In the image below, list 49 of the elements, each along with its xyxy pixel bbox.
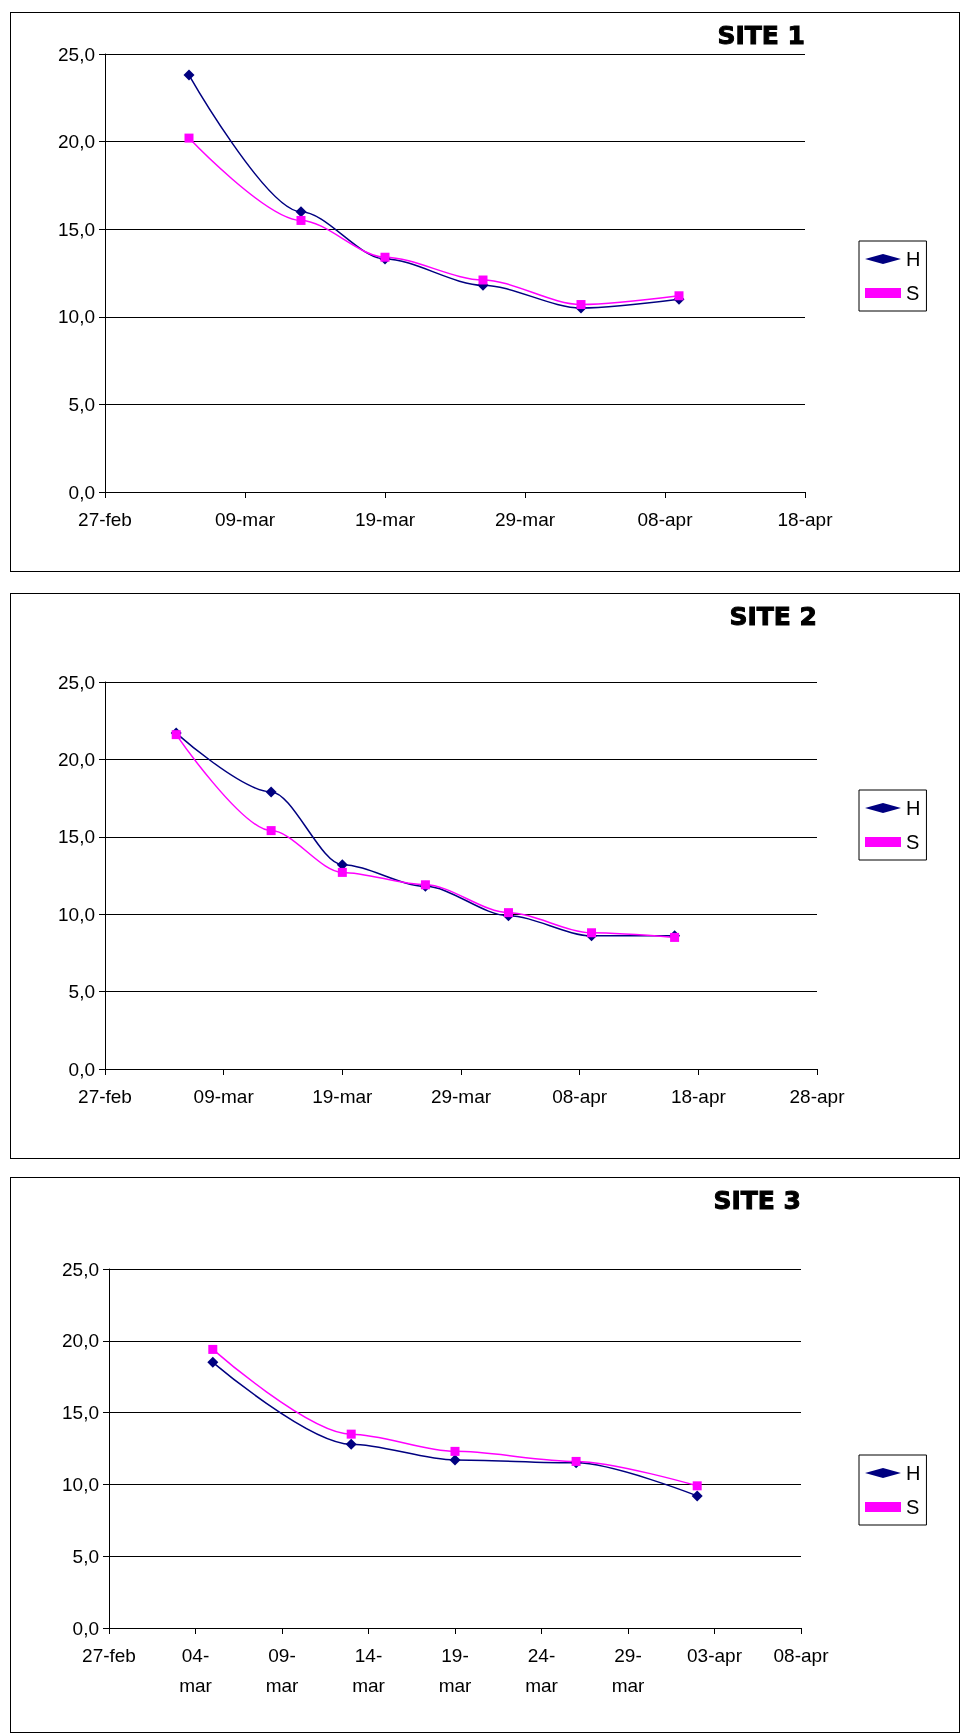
x-tick-label: 18-apr xyxy=(670,1085,727,1107)
x-tick-label: 18-apr xyxy=(777,508,834,530)
y-tick-label: 15,0 xyxy=(58,826,95,848)
legend-label: S xyxy=(906,282,920,304)
y-tick-label: 25,0 xyxy=(58,671,95,693)
x-tick-label: 28-apr xyxy=(789,1085,846,1107)
x-tick-label: 08-apr xyxy=(773,1644,830,1666)
x-tick-label: 19-mar xyxy=(438,1644,473,1696)
legend-label: S xyxy=(906,831,920,853)
y-tick-label: 0,0 xyxy=(68,481,95,503)
y-tick-label: 5,0 xyxy=(72,1545,99,1567)
y-tick-label: 25,0 xyxy=(62,1258,99,1280)
y-tick-label: 20,0 xyxy=(62,1330,99,1352)
legend-label: S xyxy=(906,1496,920,1518)
x-tick-label: 29-mar xyxy=(430,1085,492,1107)
x-tick-label: 27-feb xyxy=(82,1644,136,1666)
y-tick-label: 15,0 xyxy=(58,218,95,240)
legend-label: H xyxy=(906,248,921,270)
y-tick-label: 5,0 xyxy=(68,393,95,415)
x-tick-label: 03-apr xyxy=(687,1644,743,1666)
x-tick-label: 09-mar xyxy=(265,1644,300,1696)
x-tick-label: 08-apr xyxy=(637,508,694,530)
x-tick-label: 09-mar xyxy=(214,508,276,530)
x-tick-label: 29-mar xyxy=(611,1644,646,1696)
y-tick-label: 10,0 xyxy=(58,306,95,328)
y-tick-label: 25,0 xyxy=(58,43,95,65)
x-tick-label: 19-mar xyxy=(354,508,416,530)
y-tick-label: 10,0 xyxy=(58,903,95,925)
y-tick-label: 15,0 xyxy=(62,1402,99,1424)
chart-title: SITE 3 xyxy=(713,1186,801,1215)
legend-label: H xyxy=(906,797,921,819)
x-tick-label: 24-mar xyxy=(525,1644,559,1696)
legend-label: H xyxy=(906,1462,921,1484)
x-tick-label: 27-feb xyxy=(78,508,132,530)
x-tick-label: 14-mar xyxy=(352,1644,386,1696)
x-tick-label: 04-mar xyxy=(179,1644,213,1696)
x-tick-label: 19-mar xyxy=(312,1085,374,1107)
y-tick-label: 20,0 xyxy=(58,748,95,770)
y-tick-label: 20,0 xyxy=(58,131,95,153)
chart-title: SITE 2 xyxy=(729,602,817,631)
y-tick-label: 0,0 xyxy=(68,1058,95,1080)
x-tick-label: 08-apr xyxy=(552,1085,608,1107)
y-tick-label: 10,0 xyxy=(62,1473,99,1495)
chart-title: SITE 1 xyxy=(717,21,805,50)
x-tick-label: 27-feb xyxy=(78,1085,132,1107)
x-tick-label: 29-mar xyxy=(494,508,556,530)
y-tick-label: 0,0 xyxy=(72,1617,99,1639)
y-tick-label: 5,0 xyxy=(68,981,95,1003)
x-tick-label: 09-mar xyxy=(193,1085,255,1107)
